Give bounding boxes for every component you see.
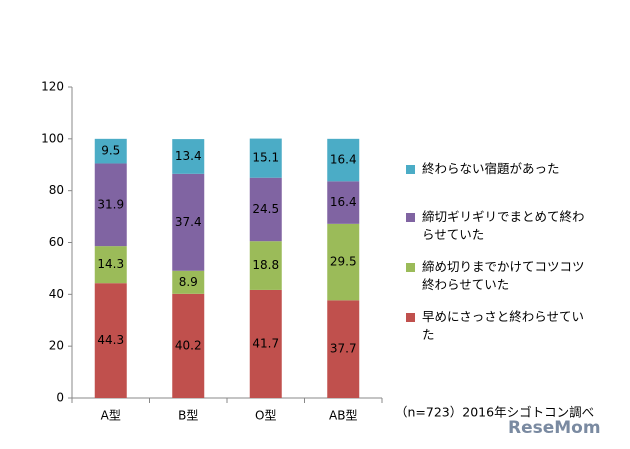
legend-label: 終わらない宿題があった (422, 161, 560, 176)
bar-segment (94, 246, 127, 284)
x-tick-label: A型 (101, 409, 121, 423)
bar-segment (249, 289, 282, 398)
bar-segment (249, 241, 282, 290)
data-label: 29.5 (330, 255, 357, 269)
y-tick-label: 100 (41, 131, 64, 145)
x-tick-label: O型 (255, 409, 276, 423)
bar-segment (172, 173, 205, 271)
y-tick-label: 0 (56, 391, 64, 405)
data-label: 44.3 (97, 333, 124, 347)
data-label: 24.5 (252, 202, 279, 216)
legend-label: 締切ギリギリでまとめて終わらせていた (422, 209, 585, 242)
bar-segment (327, 223, 360, 301)
bar-segment (94, 138, 127, 164)
legend-label: 早めにさっさと終わらせていた (422, 309, 585, 342)
y-tick-label: 80 (49, 183, 64, 197)
data-label: 31.9 (97, 197, 124, 211)
y-tick-label: 60 (49, 235, 64, 249)
data-label: 37.7 (330, 342, 357, 356)
bar-segment (172, 139, 205, 174)
bar-segment (172, 293, 205, 398)
y-tick-label: 20 (49, 339, 64, 353)
data-label: 37.4 (175, 215, 202, 229)
data-label: 15.1 (252, 151, 279, 165)
bar-segment (249, 177, 282, 242)
x-tick-label: B型 (178, 409, 198, 423)
data-label: 14.3 (97, 257, 124, 271)
data-label: 41.7 (252, 336, 279, 350)
y-tick-label: 40 (49, 287, 64, 301)
legend-swatch (406, 263, 415, 272)
data-label: 8.9 (179, 275, 198, 289)
legend-swatch (406, 213, 415, 222)
bar-segment (327, 138, 360, 182)
bar-segment (327, 181, 360, 224)
data-label: 16.4 (330, 195, 357, 209)
bar-segment (94, 283, 127, 398)
legend-swatch (406, 165, 415, 174)
data-label: 13.4 (175, 149, 202, 163)
data-label: 16.4 (330, 153, 357, 167)
x-tick-label: AB型 (329, 409, 357, 423)
data-label: 40.2 (175, 338, 202, 352)
legend-swatch (406, 313, 415, 322)
bar-segment (94, 163, 127, 247)
bar-segment (172, 270, 205, 294)
source-note: （n=723）2016年シゴトコン調べ (395, 405, 594, 420)
bar-segment (327, 300, 360, 398)
data-label: 9.5 (101, 144, 120, 158)
y-tick-label: 120 (41, 80, 64, 94)
watermark: ReseMom (508, 418, 601, 438)
legend-label: 締め切りまでかけてコツコツ終わらせていた (422, 259, 585, 292)
bar-segment (249, 138, 282, 178)
data-label: 18.8 (252, 258, 279, 272)
